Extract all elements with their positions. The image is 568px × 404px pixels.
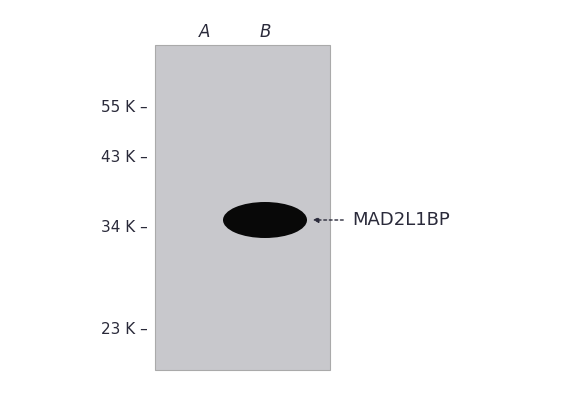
Text: 34 K –: 34 K – (101, 221, 148, 236)
Text: MAD2L1BP: MAD2L1BP (352, 211, 450, 229)
Text: B: B (260, 23, 271, 41)
Text: 23 K –: 23 K – (101, 322, 148, 337)
Text: 43 K –: 43 K – (101, 151, 148, 166)
Ellipse shape (223, 202, 307, 238)
Text: 55 K –: 55 K – (101, 101, 148, 116)
Text: A: A (199, 23, 211, 41)
Bar (155, 45, 330, 370)
